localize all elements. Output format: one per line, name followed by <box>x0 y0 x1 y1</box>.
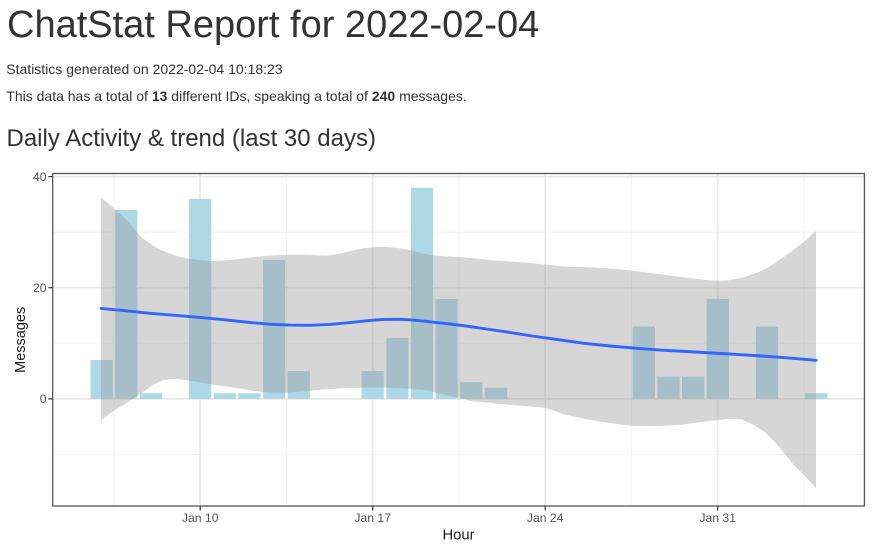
svg-text:Jan 17: Jan 17 <box>354 511 391 525</box>
svg-text:Jan 24: Jan 24 <box>527 511 564 525</box>
svg-text:40: 40 <box>33 170 47 184</box>
svg-text:0: 0 <box>40 392 47 406</box>
svg-text:Jan 10: Jan 10 <box>182 511 219 525</box>
svg-text:Jan 31: Jan 31 <box>699 511 736 525</box>
svg-text:Hour: Hour <box>442 527 474 543</box>
svg-text:20: 20 <box>33 281 47 295</box>
svg-text:Messages: Messages <box>13 307 29 373</box>
